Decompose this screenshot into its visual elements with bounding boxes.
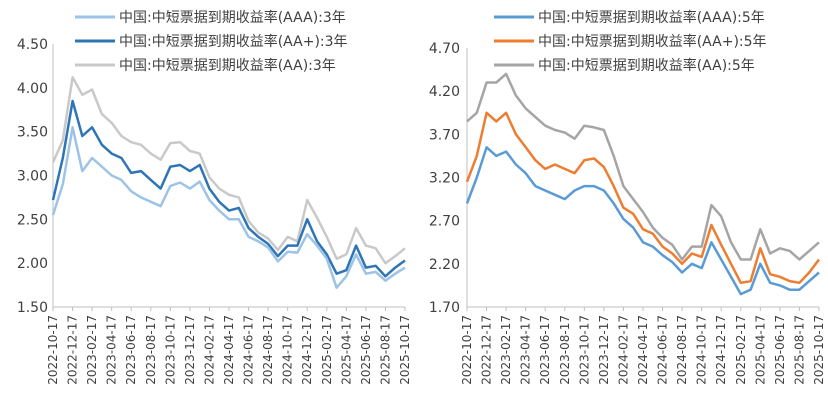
x-tick-label: 2024-10-17 (695, 315, 709, 385)
x-tick-label: 2025-02-17 (320, 315, 334, 385)
x-tick-label: 2023-04-17 (105, 315, 119, 385)
x-tick-label: 2025-08-17 (378, 315, 392, 385)
x-tick-label: 2024-10-17 (281, 315, 295, 385)
y-tick-label: 4.00 (17, 81, 48, 97)
y-tick-label: 4.70 (429, 41, 460, 57)
x-tick-label: 2024-06-17 (242, 315, 256, 385)
x-tick-label: 2022-12-17 (66, 315, 80, 385)
series-line (51, 76, 406, 265)
x-tick-label: 2023-08-17 (144, 315, 158, 385)
y-tick-label: 2.00 (17, 256, 48, 272)
x-tick-label: 2023-04-17 (519, 315, 533, 385)
y-tick-label: 3.20 (429, 171, 460, 187)
legend-label: 中国:中短票据到期收益率(AA+):5年 (538, 33, 767, 50)
y-tick-label: 4.20 (429, 84, 460, 100)
x-tick-label: 2023-10-17 (577, 315, 591, 385)
x-tick-label: 2025-06-17 (773, 315, 787, 385)
legend-label: 中国:中短票据到期收益率(AA+):3年 (119, 33, 348, 50)
x-tick-label: 2024-08-17 (261, 315, 275, 385)
x-tick-label: 2023-06-17 (538, 315, 552, 385)
x-tick-label: 2024-12-17 (714, 315, 728, 385)
y-tick-label: 3.50 (17, 125, 48, 141)
x-tick-label: 2024-06-17 (656, 315, 670, 385)
y-tick-label: 2.20 (429, 257, 460, 273)
series-line (51, 99, 406, 278)
x-tick-label: 2023-02-17 (499, 315, 513, 385)
x-tick-label: 2025-04-17 (339, 315, 353, 385)
series-line (465, 111, 820, 285)
y-tick-label: 3.70 (429, 127, 460, 143)
x-tick-label: 2024-08-17 (675, 315, 689, 385)
series-line (466, 72, 820, 261)
y-tick-label: 1.50 (17, 300, 48, 316)
y-tick-label: 1.70 (429, 300, 460, 316)
x-tick-label: 2022-12-17 (480, 315, 494, 385)
x-tick-label: 2025-10-17 (398, 315, 412, 385)
x-tick-label: 2025-04-17 (753, 315, 767, 385)
legend-label: 中国:中短票据到期收益率(AA):5年 (538, 57, 755, 74)
x-tick-label: 2023-10-17 (163, 315, 177, 385)
series-line (51, 126, 406, 289)
x-tick-label: 2024-04-17 (636, 315, 650, 385)
x-tick-label: 2023-08-17 (558, 315, 572, 385)
x-tick-label: 2022-10-17 (460, 315, 474, 385)
x-tick-label: 2025-02-17 (734, 315, 748, 385)
x-tick-label: 2022-10-17 (46, 315, 60, 385)
chart-3-year: 1.50 2.00 2.50 3.00 3.50 4.00 4.50 2022-10-17 20… (17, 9, 412, 385)
y-tick-label: 2.50 (17, 212, 48, 228)
x-tick-label: 2023-02-17 (85, 315, 99, 385)
x-tick-label: 2024-12-17 (300, 315, 314, 385)
x-tick-label: 2025-06-17 (359, 315, 373, 385)
series-line (465, 146, 820, 296)
x-tick-label: 2023-06-17 (124, 315, 138, 385)
x-tick-label: 2023-12-17 (183, 315, 197, 385)
chart-5-year: 1.70 2.20 2.70 3.20 3.70 4.20 4.70 2022-10-17 20… (429, 9, 826, 385)
y-tick-label: 2.70 (429, 214, 460, 230)
x-tick-label: 2025-08-17 (792, 315, 806, 385)
x-tick-label: 2023-12-17 (597, 315, 611, 385)
legend-label: 中国:中短票据到期收益率(AAA):5年 (538, 9, 765, 26)
y-tick-label: 3.00 (17, 169, 48, 185)
x-tick-label: 2024-04-17 (222, 315, 236, 385)
x-tick-label: 2024-02-17 (202, 315, 216, 385)
legend-label: 中国:中短票据到期收益率(AA):3年 (119, 57, 336, 74)
legend-label: 中国:中短票据到期收益率(AAA):3年 (119, 9, 346, 26)
x-tick-label: 2025-10-17 (812, 315, 826, 385)
y-tick-label: 4.50 (17, 37, 48, 53)
x-tick-label: 2024-02-17 (616, 315, 630, 385)
